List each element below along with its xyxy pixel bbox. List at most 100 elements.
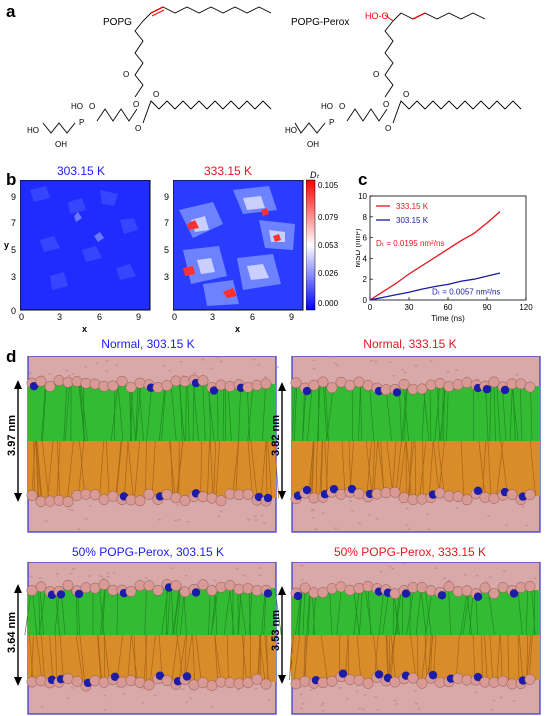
water-molecule <box>40 705 44 708</box>
panel-d-letter: d <box>6 347 17 366</box>
popg-label: POPG <box>103 17 132 28</box>
phosphate-bead <box>209 386 219 395</box>
lower-tail-strand <box>103 634 110 683</box>
lower-headgroup-bead <box>389 486 401 498</box>
upper-tail-strand <box>229 587 235 636</box>
popg-oleoyl-chain <box>134 6 272 98</box>
lower-tail-strand <box>241 634 247 683</box>
upper-tail-strand <box>175 587 182 636</box>
water-molecule <box>425 513 429 516</box>
upper-headgroup-bead <box>524 381 536 393</box>
water-molecule <box>434 567 438 569</box>
water-molecule <box>345 697 349 700</box>
upper-tail-strand <box>509 385 513 442</box>
water-molecule <box>186 520 190 523</box>
water-molecule <box>209 367 213 370</box>
upper-tail-strand <box>429 385 432 442</box>
lower-headgroup-bead <box>53 494 65 506</box>
lower-tail-strand <box>134 440 141 499</box>
upper-headgroup-bead <box>425 379 437 391</box>
water-molecule <box>71 373 75 375</box>
lower-tail-strand <box>391 440 397 497</box>
lower-tail-strand <box>41 440 49 499</box>
upper-tail-strand <box>172 587 180 636</box>
water-molecule <box>502 570 506 572</box>
upper-tail-strand <box>158 383 166 442</box>
popg-oh-1: HO <box>27 126 39 135</box>
perox-oh-2: OH <box>307 140 319 149</box>
upper-headgroup-bead <box>71 376 83 387</box>
water-molecule <box>69 572 73 575</box>
lower-headgroup-bead <box>251 673 263 685</box>
lower-tail-strand <box>478 440 486 497</box>
lower-headgroup-bead <box>407 672 419 684</box>
upper-tail-strand <box>530 385 533 442</box>
map-y-tick-9: 9 <box>11 192 17 202</box>
water-molecule <box>193 372 197 374</box>
upper-headgroup-bead <box>143 580 155 592</box>
x-tick-label: 90 <box>483 303 492 312</box>
lower-tail-strand <box>273 440 280 499</box>
upper-headgroup-bead <box>179 586 191 598</box>
map2-y-tick-3: 3 <box>164 272 170 282</box>
lower-tail-strand <box>496 634 501 681</box>
upper-headgroup-bead <box>251 379 263 391</box>
water-molecule <box>153 694 157 697</box>
water-molecule <box>254 519 258 521</box>
lower-headgroup-bead <box>125 675 137 686</box>
lower-tail-strand <box>266 440 268 499</box>
lower-tail-strand <box>507 634 510 681</box>
water-molecule <box>298 686 302 689</box>
lower-tail-strand <box>372 440 376 497</box>
water-molecule <box>351 509 355 512</box>
water-molecule <box>162 365 166 367</box>
upper-tail-strand <box>208 587 211 636</box>
membrane-snapshot-perox-303 <box>14 562 282 715</box>
lower-tail-strand <box>315 440 318 497</box>
lower-tail-strand <box>214 634 219 683</box>
popg-p-atom: P <box>79 118 84 127</box>
upper-headgroup-bead <box>353 582 365 594</box>
lower-tail-strand <box>380 440 385 497</box>
upper-tail-strand <box>101 587 106 636</box>
water-molecule <box>299 707 303 710</box>
lower-tail-strand <box>325 440 329 497</box>
water-molecule <box>141 701 145 704</box>
upper-headgroup-bead <box>398 378 410 390</box>
upper-tail-strand <box>496 385 501 442</box>
lower-tail-strand <box>424 634 427 681</box>
upper-tail-strand <box>187 383 190 442</box>
upper-headgroup-bead <box>524 580 536 592</box>
map2-x-tick-9: 9 <box>289 312 295 322</box>
lower-tail-strand <box>395 440 402 497</box>
colorbar: Dₜ 0.105 0.079 0.053 0.026 0.000 <box>306 170 339 311</box>
popg-ester-o2: O <box>133 100 139 109</box>
upper-tail-strand <box>138 383 144 442</box>
lower-tail-strand <box>242 634 245 683</box>
upper-tail-strand <box>489 385 492 442</box>
upper-tail-strand <box>82 383 85 442</box>
water-molecule <box>29 575 33 578</box>
water-molecule <box>391 568 395 570</box>
upper-headgroup-bead <box>62 579 74 591</box>
lower-headgroup-bead <box>317 677 329 689</box>
upper-tail-strand <box>420 589 427 636</box>
water-molecule <box>403 371 407 374</box>
upper-tail-strand <box>40 383 46 442</box>
water-molecule <box>417 708 421 710</box>
lower-tail-strand <box>192 634 196 683</box>
upper-tail-strand <box>306 589 311 636</box>
thickness-arrow-bottom <box>278 675 286 684</box>
lower-tail-strand <box>398 440 407 497</box>
water-molecule <box>321 702 325 704</box>
water-molecule <box>312 367 316 370</box>
water-molecule <box>392 374 396 377</box>
upper-headgroup-bead <box>344 584 356 596</box>
upper-tail-strand <box>116 587 119 636</box>
map-x-tick-6: 6 <box>97 312 103 322</box>
lower-headgroup-bead <box>398 492 410 504</box>
water-molecule <box>273 576 277 578</box>
water-molecule <box>173 519 177 522</box>
water-molecule <box>414 702 418 705</box>
phosphate-bead <box>329 484 339 494</box>
